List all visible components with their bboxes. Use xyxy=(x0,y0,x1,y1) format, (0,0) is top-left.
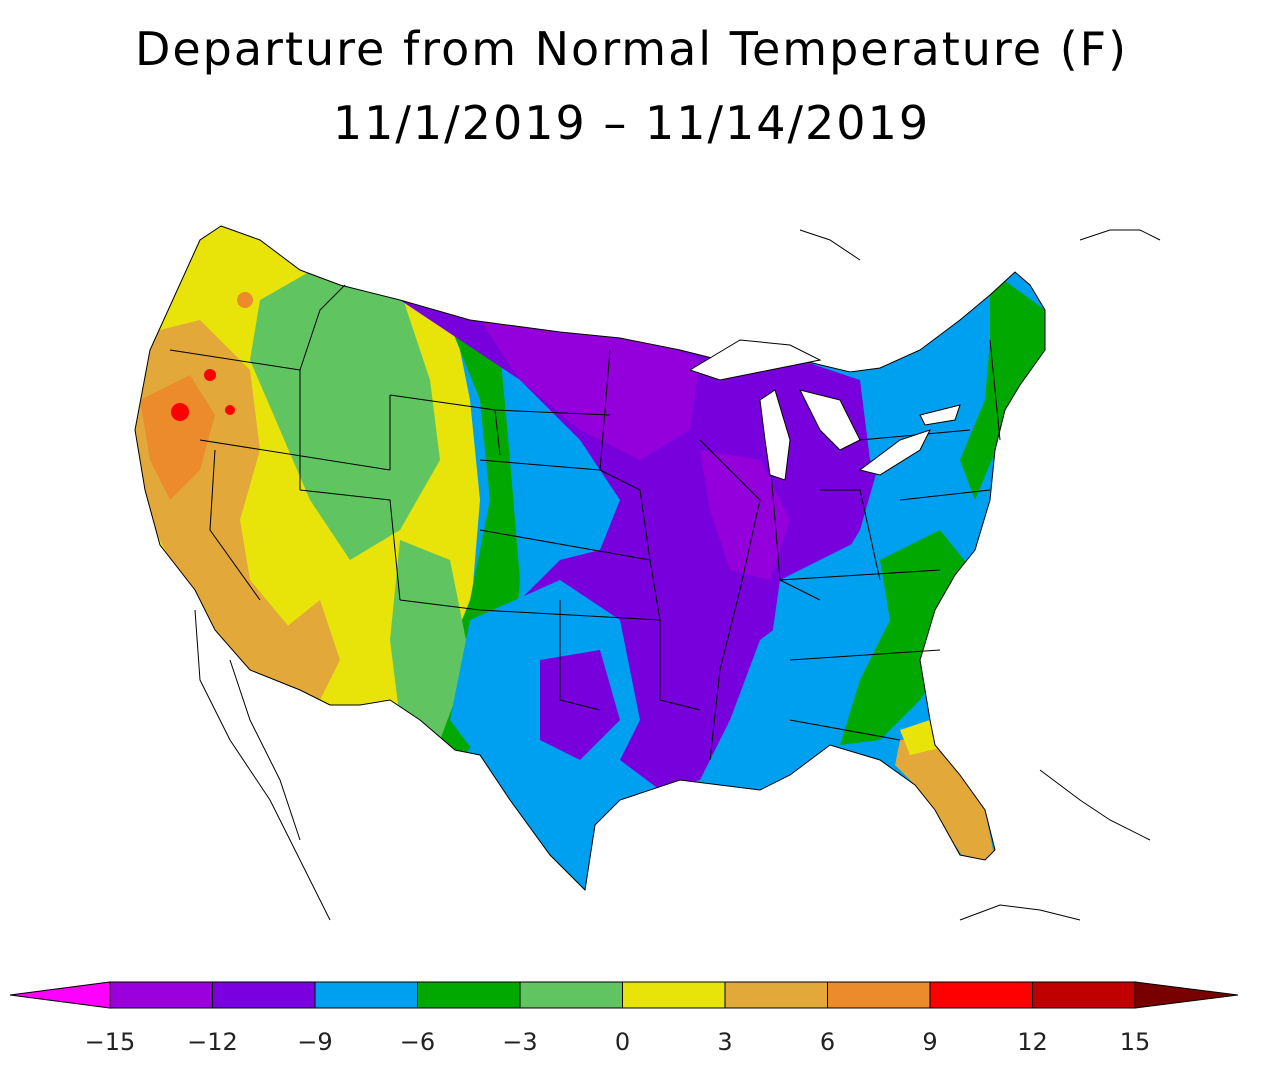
legend-tick-label: −9 xyxy=(297,1028,332,1056)
color-legend: −15 −12 −9 −6 −3 0 3 6 9 12 15 xyxy=(9,981,1239,1056)
legend-tick-label: 3 xyxy=(717,1028,732,1056)
legend-bin xyxy=(1032,981,1136,1009)
legend-tick-label: −15 xyxy=(85,1028,136,1056)
legend-bin xyxy=(212,981,316,1009)
temperature-anomaly-map xyxy=(134,225,1161,921)
legend-bin xyxy=(109,981,213,1009)
map-date-range: 11/1/2019 – 11/14/2019 xyxy=(332,96,931,150)
legend-tick-label: 6 xyxy=(820,1028,835,1056)
legend-tick-label: 9 xyxy=(922,1028,937,1056)
legend-bin xyxy=(519,981,623,1009)
legend-arrow-low xyxy=(9,981,111,1009)
legend-bin xyxy=(314,981,418,1009)
legend-arrow-high xyxy=(1134,981,1239,1009)
legend-tick-label: −6 xyxy=(400,1028,435,1056)
legend-bin xyxy=(622,981,726,1009)
great-lakes xyxy=(688,339,961,481)
legend-bin xyxy=(827,981,931,1009)
legend-bin xyxy=(417,981,521,1009)
legend-tick-label: −12 xyxy=(187,1028,238,1056)
legend-bin xyxy=(929,981,1033,1009)
neighbor-coastlines xyxy=(194,229,1161,921)
anomaly-fill xyxy=(135,226,1045,890)
legend-tick-label: 0 xyxy=(615,1028,630,1056)
legend-tick-label: 12 xyxy=(1017,1028,1048,1056)
legend-tick-label: 15 xyxy=(1120,1028,1151,1056)
legend-tick-label: −3 xyxy=(502,1028,537,1056)
legend-bin xyxy=(724,981,828,1009)
map-title: Departure from Normal Temperature (F) xyxy=(134,22,1129,76)
